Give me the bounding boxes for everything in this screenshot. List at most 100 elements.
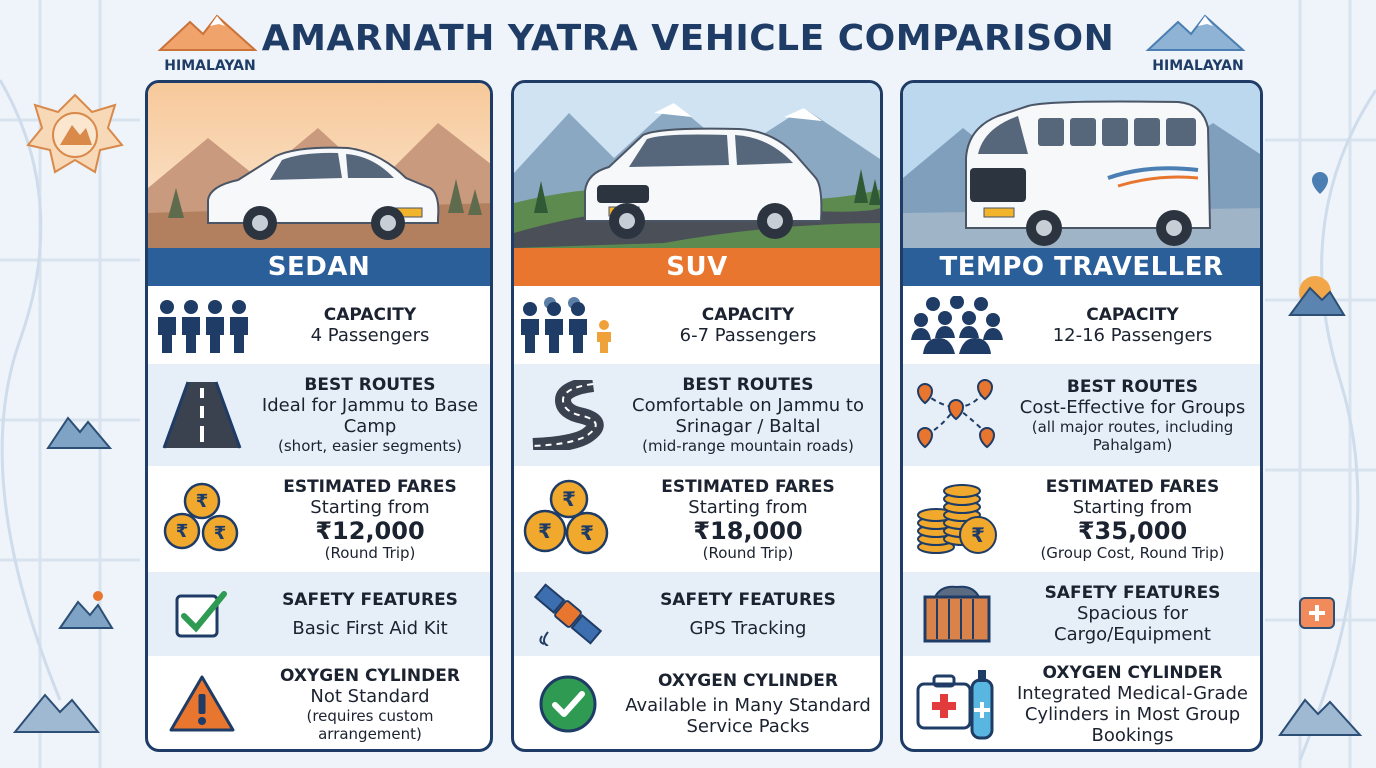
mountain-icon xyxy=(58,591,114,629)
coin-stack-icon: ₹ xyxy=(917,484,997,554)
tempo-traveller-image xyxy=(903,83,1260,248)
oxygen-section: OXYGEN CYLINDER Not Standard (requires c… xyxy=(148,656,490,749)
svg-text:₹: ₹ xyxy=(580,521,594,545)
routes-label: BEST ROUTES xyxy=(304,375,436,395)
routes-note: (short, easier segments) xyxy=(278,437,462,455)
oxygen-label: OXYGEN CYLINDER xyxy=(658,671,838,691)
checkbox-icon xyxy=(175,591,227,638)
routes-value: Ideal for Jammu to Base Camp xyxy=(261,395,479,437)
fares-from: Starting from xyxy=(688,496,808,518)
routes-section: BEST ROUTES Cost-Effective for Groups (a… xyxy=(903,364,1260,466)
map-pin-icon xyxy=(1312,172,1328,194)
suv-image xyxy=(514,83,880,248)
vehicle-name-band: SUV xyxy=(514,248,880,286)
capacity-value: 6-7 Passengers xyxy=(679,324,817,346)
oxygen-value: Integrated Medical-Grade Cylinders in Mo… xyxy=(1017,682,1248,746)
safety-label: SAFETY FEATURES xyxy=(660,589,836,610)
fares-section: ₹ ESTIMATED FARES Starting from ₹35,000 … xyxy=(903,466,1260,572)
winding-road-icon xyxy=(532,380,604,450)
fares-label: ESTIMATED FARES xyxy=(1045,476,1220,497)
capacity-section: CAPACITY 6-7 Passengers xyxy=(514,286,880,364)
oxygen-value: Not Standard xyxy=(310,685,430,707)
svg-text:₹: ₹ xyxy=(538,519,552,543)
routes-note: (mid-range mountain roads) xyxy=(642,437,854,455)
sun-emblem-icon xyxy=(26,93,124,174)
fares-value: ₹12,000 xyxy=(315,516,425,545)
safety-value: Basic First Aid Kit xyxy=(292,617,448,639)
safety-section: SAFETY FEATURES GPS Tracking xyxy=(514,572,880,656)
safety-value: Spacious for Cargo/Equipment xyxy=(1054,603,1211,645)
routes-label: BEST ROUTES xyxy=(1066,376,1199,397)
capacity-value: 4 Passengers xyxy=(310,324,430,346)
himalayan-logo-right: HIMALAYAN xyxy=(1138,12,1258,74)
fares-value: ₹18,000 xyxy=(693,516,803,545)
sedan-image xyxy=(148,83,490,248)
capacity-label: CAPACITY xyxy=(1086,304,1179,325)
routes-value: Comfortable on Jammu to Srinagar / Balta… xyxy=(632,395,864,437)
vehicle-card-suv: SUV CAPACITY 6-7 Passengers BEST ROUTES … xyxy=(511,80,883,752)
himalayan-logo-left: HIMALAYAN xyxy=(150,12,270,74)
satellite-icon xyxy=(533,583,603,646)
straight-road-icon xyxy=(162,381,242,449)
oxygen-value: Available in Many Standard Service Packs xyxy=(625,695,871,737)
fares-section: ₹ ₹ ₹ ESTIMATED FARES Starting from ₹12,00… xyxy=(148,466,490,572)
oxygen-label: OXYGEN CYLINDER xyxy=(1042,662,1223,683)
brand-label: HIMALAYAN xyxy=(164,58,256,74)
family-icon xyxy=(521,297,611,353)
routes-label: BEST ROUTES xyxy=(682,375,814,395)
routes-section: BEST ROUTES Ideal for Jammu to Base Camp… xyxy=(148,364,490,466)
oxygen-label: OXYGEN CYLINDER xyxy=(280,665,460,686)
mountain-icon xyxy=(46,416,113,449)
medical-kit-oxygen-icon xyxy=(916,670,994,740)
oxygen-section: OXYGEN CYLINDER Integrated Medical-Grade… xyxy=(903,656,1260,749)
capacity-section: CAPACITY 4 Passengers xyxy=(148,286,490,364)
fares-note: (Group Cost, Round Trip) xyxy=(1040,543,1225,562)
capacity-label: CAPACITY xyxy=(701,304,795,325)
mountain-sun-icon xyxy=(1288,276,1346,316)
safety-label: SAFETY FEATURES xyxy=(1044,583,1221,603)
fares-note: (Round Trip) xyxy=(702,543,794,562)
fares-from: Starting from xyxy=(310,496,430,518)
vehicle-card-tempo-traveller: TEMPO TRAVELLER CAPACITY 12-16 Passenger… xyxy=(900,80,1263,752)
oxygen-section: OXYGEN CYLINDER Available in Many Standa… xyxy=(514,656,880,749)
fares-section: ₹ ₹ ₹ ESTIMATED FARES Starting from ₹18,00… xyxy=(514,466,880,572)
check-circle-icon xyxy=(539,675,597,733)
vehicle-name-band: SEDAN xyxy=(148,248,490,286)
people-icon xyxy=(158,300,248,353)
svg-text:₹: ₹ xyxy=(176,521,189,542)
rupee-coins-icon: ₹₹ ₹ xyxy=(163,482,239,552)
cargo-crate-icon xyxy=(923,585,991,643)
oxygen-note: (requires custom arrangement) xyxy=(306,706,434,743)
fares-note: (Round Trip) xyxy=(324,543,416,562)
page-title: AMARNATH YATRA VEHICLE COMPARISON xyxy=(261,18,1115,59)
safety-section: SAFETY FEATURES Basic First Aid Kit xyxy=(148,572,490,656)
fares-label: ESTIMATED FARES xyxy=(283,476,457,497)
svg-text:₹: ₹ xyxy=(562,487,576,511)
fares-value: ₹35,000 xyxy=(1077,516,1188,545)
svg-text:₹: ₹ xyxy=(196,491,209,512)
mountain-icon xyxy=(12,693,101,733)
vehicle-card-sedan: SEDAN CAPACITY 4 Passengers BEST ROUTES … xyxy=(145,80,493,752)
safety-value: GPS Tracking xyxy=(689,617,807,639)
fares-label: ESTIMATED FARES xyxy=(661,476,835,497)
safety-label: SAFETY FEATURES xyxy=(282,589,458,610)
fares-from: Starting from xyxy=(1072,496,1193,518)
mountain-logo-icon xyxy=(157,14,258,51)
routes-value: Cost-Effective for Groups xyxy=(1019,396,1246,418)
crowd-icon xyxy=(911,296,1003,354)
route-pins-icon xyxy=(916,379,996,449)
first-aid-icon xyxy=(1299,597,1335,629)
routes-section: BEST ROUTES Comfortable on Jammu to Srin… xyxy=(514,364,880,466)
capacity-label: CAPACITY xyxy=(323,304,417,325)
capacity-section: CAPACITY 12-16 Passengers xyxy=(903,286,1260,364)
safety-section: SAFETY FEATURES Spacious for Cargo/Equip… xyxy=(903,572,1260,656)
capacity-value: 12-16 Passengers xyxy=(1052,324,1213,346)
mountain-logo-icon xyxy=(1145,14,1246,51)
svg-text:₹: ₹ xyxy=(971,523,985,547)
svg-text:₹: ₹ xyxy=(214,523,227,544)
warning-icon xyxy=(169,675,235,732)
mountain-icon xyxy=(1278,698,1363,736)
brand-label: HIMALAYAN xyxy=(1152,58,1244,74)
vehicle-name-band: TEMPO TRAVELLER xyxy=(903,248,1260,286)
routes-note: (all major routes, including Pahalgam) xyxy=(1031,417,1234,454)
